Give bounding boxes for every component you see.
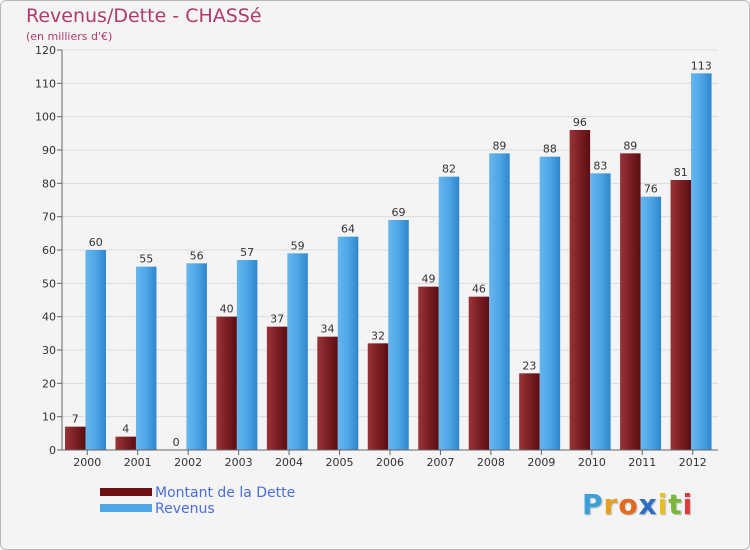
y-tick-label: 10 <box>42 411 56 424</box>
bar-revenus <box>539 156 561 450</box>
x-tick-label: 2001 <box>124 456 152 469</box>
x-tick-label: 2006 <box>376 456 404 469</box>
bar-revenus <box>388 220 409 450</box>
y-tick-label: 20 <box>42 377 56 390</box>
data-label: 89 <box>492 139 506 152</box>
x-tick-label: 2000 <box>73 456 101 469</box>
bar-revenus <box>691 73 712 450</box>
data-label: 59 <box>291 239 305 252</box>
y-tick-label: 90 <box>42 144 56 157</box>
data-label: 82 <box>442 163 456 176</box>
data-label: 46 <box>472 283 486 296</box>
bar-revenus <box>236 260 258 450</box>
y-tick-label: 60 <box>42 244 56 257</box>
data-label: 55 <box>139 253 153 266</box>
y-tick-label: 70 <box>42 211 56 224</box>
data-label: 7 <box>72 413 79 426</box>
y-tick-label: 80 <box>42 177 56 190</box>
x-tick-label: 2012 <box>679 456 707 469</box>
legend-label-dette: Montant de la Dette <box>155 485 296 501</box>
data-label: 96 <box>573 116 587 129</box>
bar-revenus <box>186 263 207 450</box>
x-tick-label: 2010 <box>578 456 606 469</box>
x-tick-label: 2005 <box>326 456 354 469</box>
bar-dette <box>367 343 389 450</box>
data-label: 60 <box>89 236 103 249</box>
legend-swatch-revenus <box>100 504 152 512</box>
y-tick-label: 110 <box>35 77 56 90</box>
data-label: 56 <box>190 249 204 262</box>
bar-revenus <box>135 266 157 450</box>
bar-dette <box>468 296 490 450</box>
bar-revenus <box>590 173 611 451</box>
data-label: 83 <box>593 159 607 172</box>
x-tick-label: 2009 <box>527 456 555 469</box>
logo-letter: r <box>603 488 619 521</box>
x-tick-label: 2004 <box>275 456 303 469</box>
logo-letter: t <box>668 488 683 521</box>
bar-dette <box>620 153 641 451</box>
bar-revenus <box>337 236 359 450</box>
data-label: 49 <box>421 273 435 286</box>
x-tick-label: 2008 <box>477 456 505 469</box>
bar-dette <box>670 180 692 450</box>
chart-subtitle: (en milliers d'€) <box>26 30 113 43</box>
data-label: 32 <box>371 329 385 342</box>
data-label: 40 <box>220 303 234 316</box>
logo-letter: x <box>638 488 658 521</box>
bar-revenus <box>287 253 308 450</box>
x-tick-label: 2011 <box>628 456 656 469</box>
y-tick-label: 120 <box>35 44 56 57</box>
bar-dette <box>569 130 591 450</box>
data-label: 4 <box>122 423 129 436</box>
bar-revenus <box>489 153 510 451</box>
data-label: 0 <box>173 436 180 449</box>
data-label: 64 <box>341 223 355 236</box>
logo-letter: i <box>657 488 669 521</box>
data-label: 69 <box>392 206 406 219</box>
bar-dette <box>216 316 237 450</box>
bar-dette <box>65 426 86 450</box>
bar-revenus <box>438 176 460 450</box>
y-tick-label: 40 <box>42 311 56 324</box>
data-label: 89 <box>623 139 637 152</box>
proxiti-logo: Proxiti <box>582 488 693 521</box>
legend-label-revenus: Revenus <box>155 501 215 517</box>
legend-swatch-dette <box>100 488 152 496</box>
x-tick-label: 2003 <box>225 456 253 469</box>
data-label: 57 <box>240 246 254 259</box>
y-tick-label: 0 <box>49 444 56 457</box>
y-tick-label: 50 <box>42 277 56 290</box>
y-tick-label: 100 <box>35 111 56 124</box>
data-label: 34 <box>321 323 335 336</box>
bar-dette <box>317 336 338 450</box>
x-tick-label: 2002 <box>174 456 202 469</box>
y-tick-label: 30 <box>42 344 56 357</box>
data-label: 23 <box>522 359 536 372</box>
data-label: 76 <box>644 183 658 196</box>
bar-revenus <box>640 196 662 450</box>
bar-dette <box>519 373 540 450</box>
data-label: 88 <box>543 143 557 156</box>
bar-dette <box>418 286 439 450</box>
data-label: 81 <box>674 166 688 179</box>
logo-letter: P <box>582 488 604 521</box>
bar-dette <box>115 436 136 450</box>
chart-title: Revenus/Dette - CHASSé <box>26 5 262 27</box>
bar-revenus <box>85 250 106 450</box>
x-tick-label: 2007 <box>426 456 454 469</box>
data-label: 37 <box>270 313 284 326</box>
data-label: 113 <box>691 59 712 72</box>
bar-dette <box>266 326 288 450</box>
logo-letter: o <box>618 488 639 521</box>
logo-letter: i <box>682 488 694 521</box>
